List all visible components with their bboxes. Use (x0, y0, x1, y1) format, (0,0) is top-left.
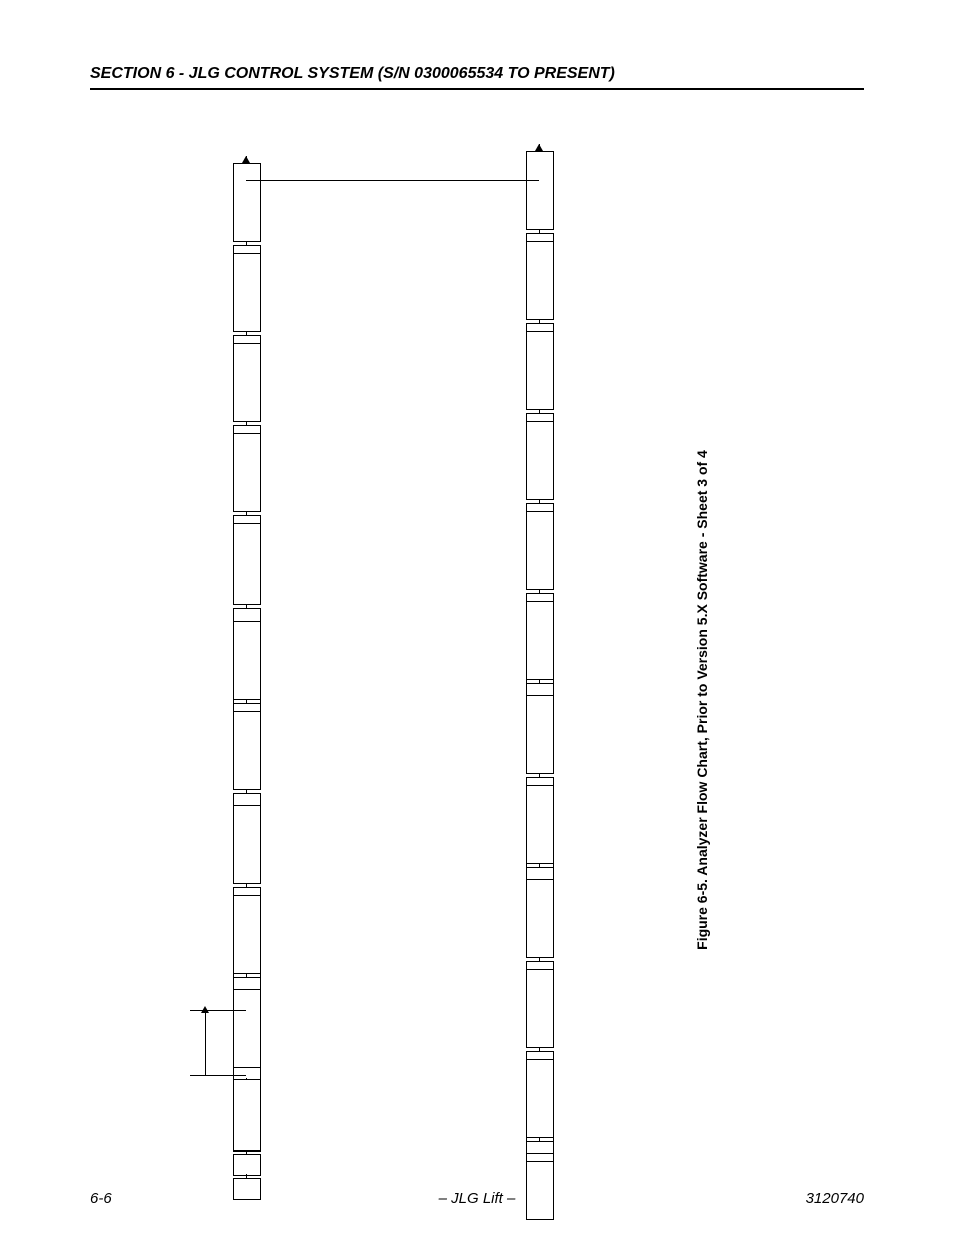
flowchart-node (526, 331, 554, 410)
flowchart-node (526, 511, 554, 590)
document-number: 3120740 (806, 1190, 864, 1207)
flowchart-connector (205, 1010, 206, 1075)
flowchart-connector (190, 1075, 246, 1076)
flowchart-node (526, 695, 554, 774)
flowchart-node (233, 989, 261, 1068)
flowchart-node (526, 785, 554, 864)
flowchart-connector (190, 1010, 246, 1011)
flowchart-node (233, 343, 261, 422)
flowchart-node (526, 879, 554, 958)
flowchart-node (233, 523, 261, 605)
flowchart-arrow (201, 1006, 209, 1013)
flowchart-node (526, 601, 554, 680)
page-header-rule (90, 88, 864, 90)
analyzer-flowchart (190, 140, 660, 1160)
flowchart-connector (246, 180, 539, 181)
flowchart-node (233, 805, 261, 884)
figure-caption: Figure 6-5. Analyzer Flow Chart, Prior t… (694, 420, 710, 980)
flowchart-node (233, 895, 261, 974)
flowchart-node (233, 711, 261, 790)
flowchart-node (526, 1059, 554, 1138)
flowchart-node (233, 1154, 261, 1176)
flowchart-arrow (535, 144, 543, 151)
flowchart-node (233, 433, 261, 512)
page: SECTION 6 - JLG CONTROL SYSTEM (S/N 0300… (0, 0, 954, 1235)
flowchart-node (233, 621, 261, 700)
flowchart-node (233, 253, 261, 332)
flowchart-node (526, 241, 554, 320)
flowchart-node (526, 421, 554, 500)
flowchart-node (526, 1153, 554, 1162)
flowchart-node (233, 1079, 261, 1151)
page-header-title: SECTION 6 - JLG CONTROL SYSTEM (S/N 0300… (90, 65, 615, 83)
flowchart-node (526, 151, 554, 230)
flowchart-node (233, 163, 261, 242)
flowchart-node (526, 969, 554, 1048)
flowchart-arrow (242, 156, 250, 163)
